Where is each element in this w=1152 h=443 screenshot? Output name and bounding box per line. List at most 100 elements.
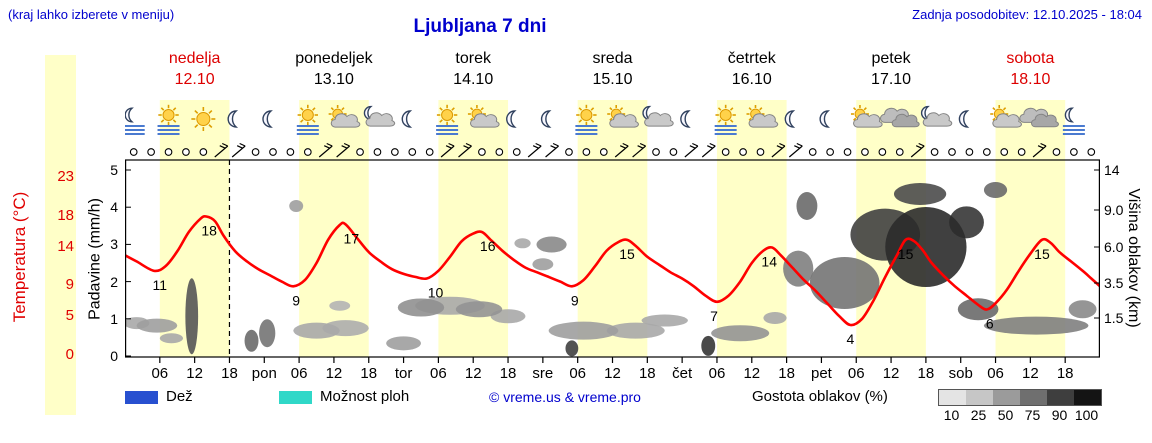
x-axis-label: 12 <box>465 365 482 382</box>
daylight-band <box>299 100 369 357</box>
temperature-tick: 18 <box>57 206 74 224</box>
x-axis-label: 06 <box>291 365 308 382</box>
x-axis-label: 18 <box>360 365 377 382</box>
cloud-blob <box>289 200 304 212</box>
temperature-extreme-label: 6 <box>986 316 994 332</box>
x-axis-label: 06 <box>151 365 168 382</box>
cloud-blob <box>983 316 1089 335</box>
temperature-extreme-label: 4 <box>847 331 855 347</box>
temperature-tick: 23 <box>57 167 74 185</box>
cloud-blob <box>606 322 665 339</box>
location-menu-hint: (kraj lahko izberete v meniju) <box>8 7 175 22</box>
cloud-blob <box>532 258 554 271</box>
sun-cloud-icon <box>467 105 500 128</box>
daylight-band <box>577 100 648 357</box>
day-name: torek <box>455 50 491 67</box>
x-axis-label: 18 <box>221 365 238 382</box>
temperature-extreme-label: 11 <box>153 277 168 293</box>
precipitation-tick: 4 <box>110 199 118 216</box>
calm-wind-icon <box>303 148 312 156</box>
temperature-tick: 5 <box>65 307 74 325</box>
cloud-blob <box>514 238 531 249</box>
moon-cloud-icon <box>642 105 674 127</box>
calm-wind-icon <box>826 148 834 156</box>
cloud-blob <box>136 318 178 333</box>
day-date: 13.10 <box>313 71 354 88</box>
calm-wind-icon <box>425 148 434 156</box>
temperature-extreme-label: 15 <box>898 246 914 262</box>
calm-wind-icon <box>269 148 277 156</box>
x-axis-label: 18 <box>639 365 656 382</box>
cloud-height-tick: 6.0 <box>1104 239 1124 255</box>
cloud-blob <box>185 278 199 355</box>
precipitation-tick: 3 <box>110 236 118 253</box>
left-axis-strip <box>45 55 76 415</box>
showers-legend-label: Možnost ploh <box>320 388 410 405</box>
calm-wind-icon <box>878 148 887 156</box>
cloud-blob <box>329 300 351 311</box>
cloud-blob <box>244 329 259 352</box>
last-updated: Zadnja posodobitev: 12.10.2025 - 18:04 <box>912 7 1142 22</box>
temperature-extreme-label: 16 <box>480 238 496 254</box>
cloud-blob <box>565 340 579 357</box>
day-header: nedelja 12.10 <box>169 48 221 90</box>
cloud-blob <box>885 207 967 287</box>
wind-barb-icon <box>910 142 925 158</box>
x-axis-label: 12 <box>883 365 900 382</box>
x-axis-label: 12 <box>743 365 760 382</box>
moon-fog-icon <box>1062 107 1085 135</box>
calm-wind-icon <box>861 148 869 156</box>
calm-wind-icon <box>373 148 382 156</box>
wind-barb-icon <box>788 142 803 158</box>
calm-wind-icon <box>739 148 747 156</box>
day-name: nedelja <box>168 50 221 67</box>
precipitation-tick: 2 <box>110 273 118 290</box>
precipitation-tick: 0 <box>110 348 118 364</box>
calm-wind-icon <box>199 148 208 156</box>
precipitation-tick: 1 <box>110 310 118 327</box>
calm-wind-icon <box>408 148 417 156</box>
x-axis-label: 06 <box>430 365 447 382</box>
calm-wind-icon <box>356 148 364 156</box>
day-header: torek 14.10 <box>453 48 493 90</box>
moon-cloud-icon <box>920 105 953 127</box>
cloud-layer <box>125 182 1097 357</box>
moon-icon <box>958 110 970 128</box>
calm-wind-icon <box>129 148 138 156</box>
x-axis-label: 12 <box>1022 365 1039 382</box>
temperature-tick: 9 <box>65 276 74 294</box>
wind-barb-icon <box>231 142 246 158</box>
cloud-density-step <box>1020 390 1047 405</box>
copyright-link[interactable]: © vreme.us & vreme.pro <box>489 389 641 405</box>
day-header: četrtek 16.10 <box>728 48 776 90</box>
calm-wind-icon <box>182 148 190 156</box>
wind-barb-icon <box>684 142 699 158</box>
cloud-blob <box>701 335 716 356</box>
sun-fog-icon <box>296 104 319 135</box>
temperature-extreme-label: 9 <box>571 292 579 308</box>
wind-barb-icon <box>1032 142 1047 158</box>
wind-barb-icon <box>614 142 629 158</box>
cloud-density-scale <box>938 389 1102 406</box>
wind-barb-icon <box>336 142 351 158</box>
day-name: sobota <box>1006 50 1055 67</box>
temperature-tick: 0 <box>65 346 74 363</box>
calm-wind-icon <box>495 148 504 156</box>
cloud-blob <box>293 322 340 339</box>
calm-wind-icon <box>895 148 904 156</box>
cloud-blob <box>159 333 184 344</box>
x-axis-label: 06 <box>987 365 1004 382</box>
calm-wind-icon <box>982 148 991 156</box>
temperature-extreme-label: 7 <box>710 308 718 324</box>
sun-icon <box>191 107 216 131</box>
wind-barb-icon <box>632 142 647 158</box>
x-axis-label: 12 <box>604 365 621 382</box>
cloud-density-legend-label: Gostota oblakov (%) <box>752 388 888 405</box>
sun-cloud-icon <box>746 105 779 128</box>
weather-icons-row <box>125 104 1085 135</box>
day-name: ponedeljek <box>295 50 373 67</box>
x-axis-label: 06 <box>709 365 726 382</box>
x-axis-label: sob <box>949 365 973 382</box>
cloud-density-step-label: 75 <box>1024 407 1041 423</box>
day-header: sreda 15.10 <box>592 48 632 90</box>
